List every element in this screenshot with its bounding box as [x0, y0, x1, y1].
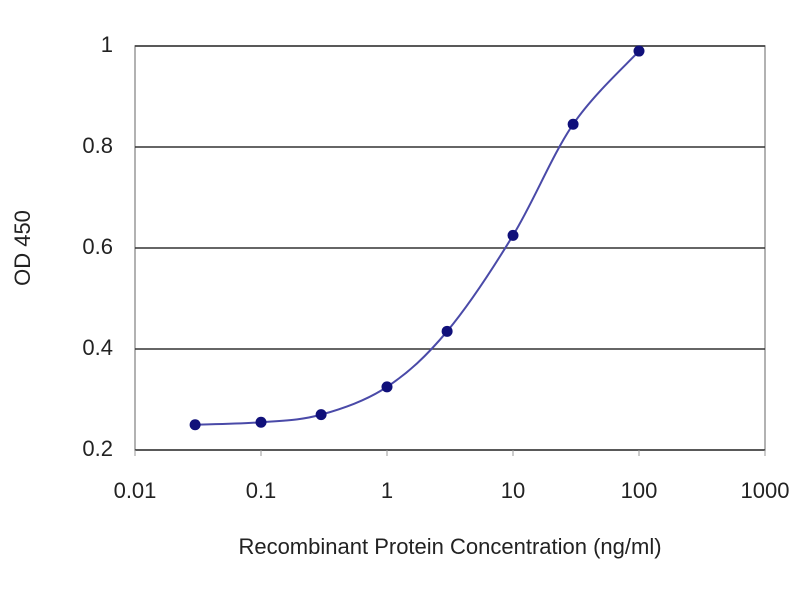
x-tick-label: 0.1	[246, 478, 277, 503]
y-tick-label: 0.2	[82, 436, 113, 461]
x-tick-label: 0.01	[114, 478, 157, 503]
y-tick-label: 0.8	[82, 133, 113, 158]
data-point	[381, 381, 393, 393]
x-tick-label: 100	[621, 478, 658, 503]
x-tick-label: 10	[501, 478, 525, 503]
y-axis-label: OD 450	[10, 210, 35, 286]
curve	[195, 50, 640, 426]
data-point	[633, 45, 645, 57]
y-tick-label: 0.6	[82, 234, 113, 259]
data-point	[567, 118, 579, 130]
y-tick-label: 0.4	[82, 335, 113, 360]
y-tick-label: 1	[101, 32, 113, 57]
data-point	[441, 325, 453, 337]
data-point	[315, 409, 327, 421]
data-point	[507, 229, 519, 241]
data-point	[189, 419, 201, 431]
data-point	[255, 416, 267, 428]
x-tick-label: 1000	[741, 478, 790, 503]
x-tick-label: 1	[381, 478, 393, 503]
x-axis-label: Recombinant Protein Concentration (ng/ml…	[238, 534, 661, 559]
